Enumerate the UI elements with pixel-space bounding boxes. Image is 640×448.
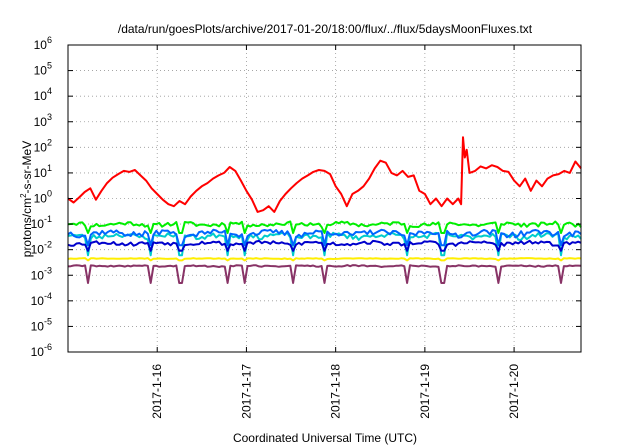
y-tick-label: 10-6 [31,342,52,359]
y-tick-label: 10-4 [31,291,52,308]
y-tick-label: 10-3 [31,265,52,282]
y-axis-label: protons/cm2-s-sr-MeV [19,141,34,257]
y-tick-label: 103 [34,112,52,129]
x-axis-label: Coordinated Universal Time (UTC) [233,431,417,445]
x-tick-label: 2017-1-19 [418,364,432,419]
x-tick-label: 2017-1-16 [150,364,164,419]
chart-title: /data/run/goesPlots/archive/2017-01-20/1… [118,22,533,36]
series-line [67,220,582,234]
y-tick-label: 100 [34,189,52,206]
series-line [67,257,582,262]
y-tick-label: 102 [34,137,52,154]
y-tick-label: 106 [34,35,52,52]
x-tick-label: 2017-1-20 [507,364,521,419]
y-tick-label: 10-2 [31,240,52,257]
series-line [67,264,582,284]
y-tick-label: 101 [34,163,52,180]
x-axis: 2017-1-16 2017-1-17 2017-1-18 2017-1-19 2017… [150,45,521,419]
y-tick-label: 104 [34,86,52,103]
x-tick-label: 2017-1-17 [239,364,253,419]
y-axis: 10-6 10-5 10-4 10-3 10-2 10-1 100 101 102 103 104 1… [31,35,581,359]
series-line [67,228,582,247]
y-tick-label: 10-5 [31,316,52,333]
y-tick-label: 10-1 [31,214,52,231]
series-line [67,136,582,213]
x-tick-label: 2017-1-18 [329,364,343,419]
plot-series [67,136,582,284]
grid-lines [68,45,581,352]
series-line [67,239,582,252]
y-tick-label: 105 [34,61,52,78]
